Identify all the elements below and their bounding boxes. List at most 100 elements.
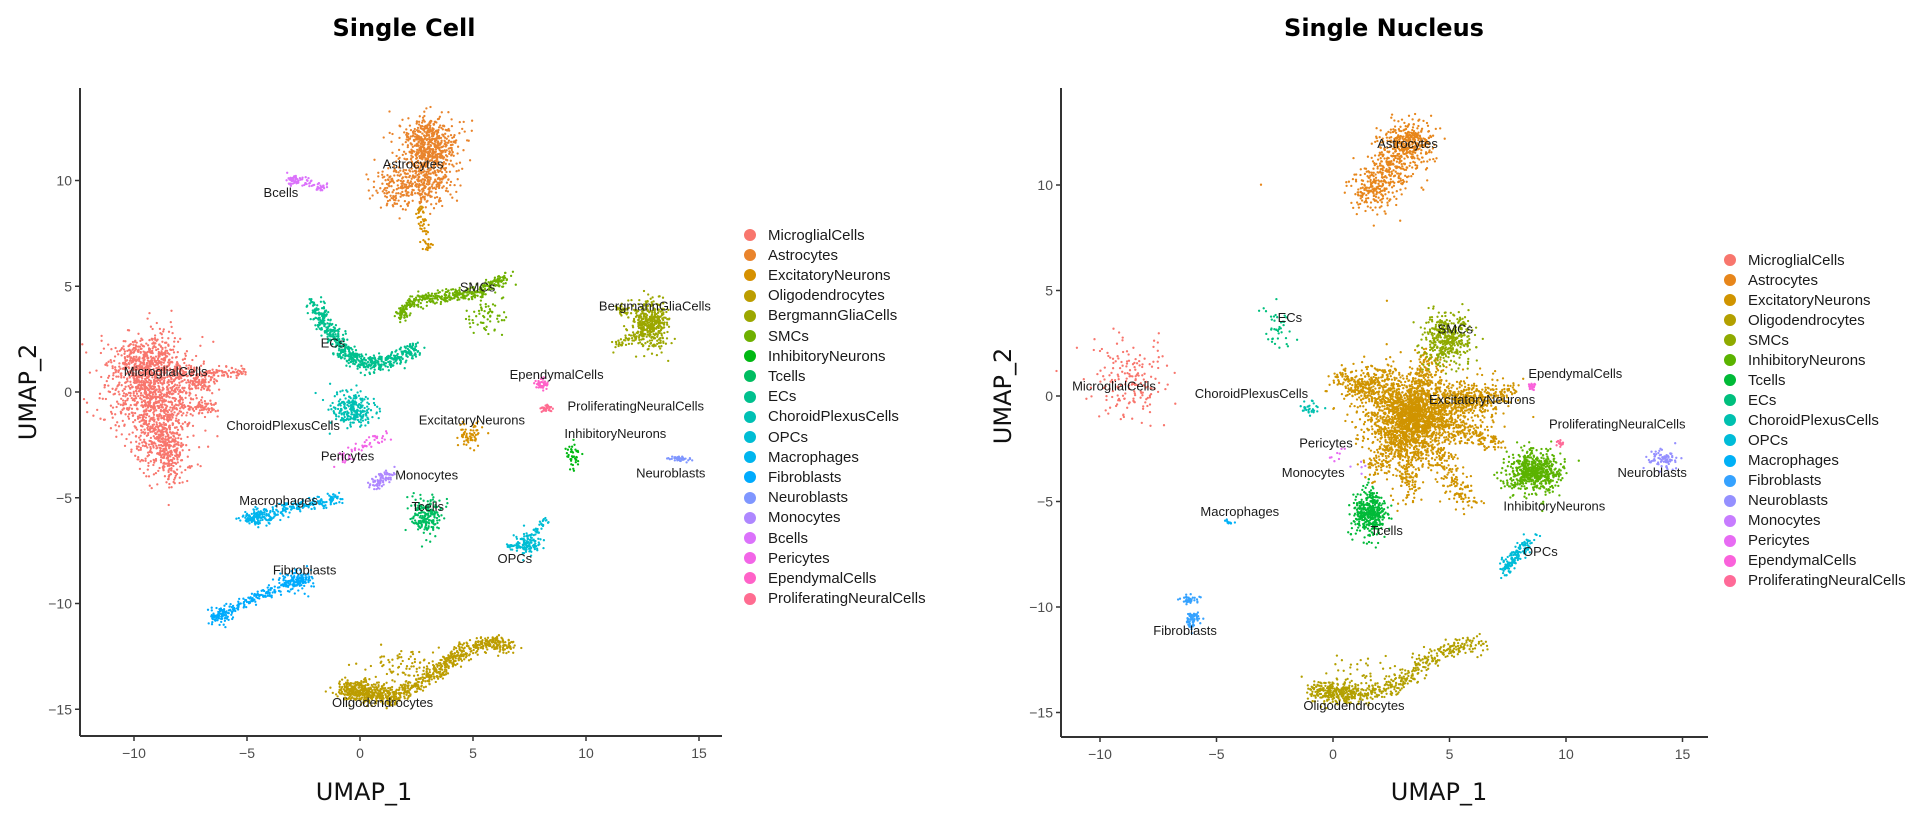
data-point bbox=[158, 433, 162, 437]
data-point bbox=[427, 245, 430, 249]
data-point bbox=[147, 384, 150, 387]
data-point bbox=[424, 136, 427, 139]
data-point bbox=[390, 185, 393, 188]
data-point bbox=[114, 388, 117, 392]
data-point bbox=[427, 146, 430, 149]
data-point bbox=[384, 186, 387, 190]
data-point bbox=[406, 144, 410, 147]
data-point bbox=[138, 420, 141, 424]
data-point bbox=[129, 383, 132, 386]
data-point bbox=[172, 431, 175, 434]
data-point bbox=[507, 645, 510, 649]
data-point bbox=[394, 194, 397, 198]
data-point bbox=[178, 381, 181, 384]
data-point bbox=[416, 303, 420, 306]
data-point bbox=[212, 340, 215, 343]
data-point bbox=[404, 152, 407, 155]
data-point bbox=[170, 392, 174, 396]
data-point bbox=[115, 429, 118, 432]
data-point bbox=[353, 688, 356, 691]
data-point bbox=[161, 405, 164, 409]
data-point bbox=[432, 665, 436, 669]
data-point bbox=[447, 135, 450, 138]
data-point bbox=[418, 182, 421, 186]
data-point bbox=[479, 299, 483, 302]
data-point bbox=[153, 420, 156, 423]
data-point bbox=[181, 422, 184, 425]
data-point bbox=[655, 353, 659, 357]
data-point bbox=[391, 658, 394, 661]
data-point bbox=[158, 466, 161, 470]
data-point bbox=[399, 316, 403, 319]
data-point bbox=[664, 316, 667, 319]
data-point bbox=[146, 317, 149, 320]
data-point bbox=[156, 483, 159, 486]
data-point bbox=[440, 111, 443, 114]
data-point bbox=[157, 469, 160, 473]
data-point bbox=[211, 392, 214, 395]
data-point bbox=[185, 350, 189, 353]
data-point bbox=[640, 342, 644, 346]
data-point bbox=[486, 312, 490, 315]
data-point bbox=[410, 665, 413, 668]
data-point bbox=[412, 665, 415, 668]
data-point bbox=[428, 182, 431, 185]
data-point bbox=[147, 393, 151, 396]
data-point bbox=[381, 173, 384, 176]
data-point bbox=[161, 416, 165, 420]
cluster-MicroglialCells bbox=[78, 309, 247, 507]
data-point bbox=[213, 378, 216, 381]
data-point bbox=[421, 676, 424, 679]
data-point bbox=[429, 150, 432, 154]
data-point bbox=[118, 365, 121, 368]
data-point bbox=[188, 383, 191, 387]
data-point bbox=[162, 453, 166, 456]
data-point bbox=[197, 446, 201, 449]
data-point bbox=[463, 646, 466, 649]
data-point bbox=[168, 424, 171, 428]
data-point bbox=[446, 658, 449, 661]
data-point bbox=[395, 188, 398, 191]
data-point bbox=[432, 675, 436, 678]
data-point bbox=[198, 409, 202, 412]
data-point bbox=[148, 429, 151, 432]
data-point bbox=[430, 242, 433, 246]
data-point bbox=[198, 380, 201, 383]
data-point bbox=[421, 230, 425, 233]
data-point bbox=[151, 417, 154, 420]
data-point bbox=[393, 680, 396, 683]
data-point bbox=[447, 139, 451, 142]
data-point bbox=[152, 444, 155, 448]
data-point bbox=[415, 136, 418, 139]
data-point bbox=[420, 141, 424, 145]
data-point bbox=[143, 351, 147, 354]
data-point bbox=[434, 148, 438, 151]
data-point bbox=[234, 368, 237, 371]
data-point bbox=[456, 298, 459, 302]
data-point bbox=[424, 242, 428, 245]
data-point bbox=[109, 410, 113, 414]
data-point bbox=[166, 417, 169, 421]
data-point bbox=[661, 336, 665, 340]
data-point bbox=[364, 687, 367, 690]
data-point bbox=[504, 641, 507, 644]
data-point bbox=[422, 686, 426, 689]
data-point bbox=[122, 407, 126, 410]
data-point bbox=[178, 481, 181, 485]
data-point bbox=[419, 215, 422, 218]
data-point bbox=[431, 183, 434, 186]
data-point bbox=[152, 411, 155, 414]
data-point bbox=[496, 317, 499, 320]
data-point bbox=[425, 304, 428, 307]
data-point bbox=[134, 395, 137, 398]
data-point bbox=[423, 110, 426, 113]
data-point bbox=[666, 323, 669, 326]
data-point bbox=[158, 394, 161, 397]
data-point bbox=[663, 321, 666, 324]
data-point bbox=[361, 687, 365, 690]
data-point bbox=[152, 458, 155, 462]
data-point bbox=[437, 126, 441, 129]
data-point bbox=[142, 422, 145, 426]
data-point bbox=[168, 462, 171, 466]
data-point bbox=[453, 183, 456, 187]
